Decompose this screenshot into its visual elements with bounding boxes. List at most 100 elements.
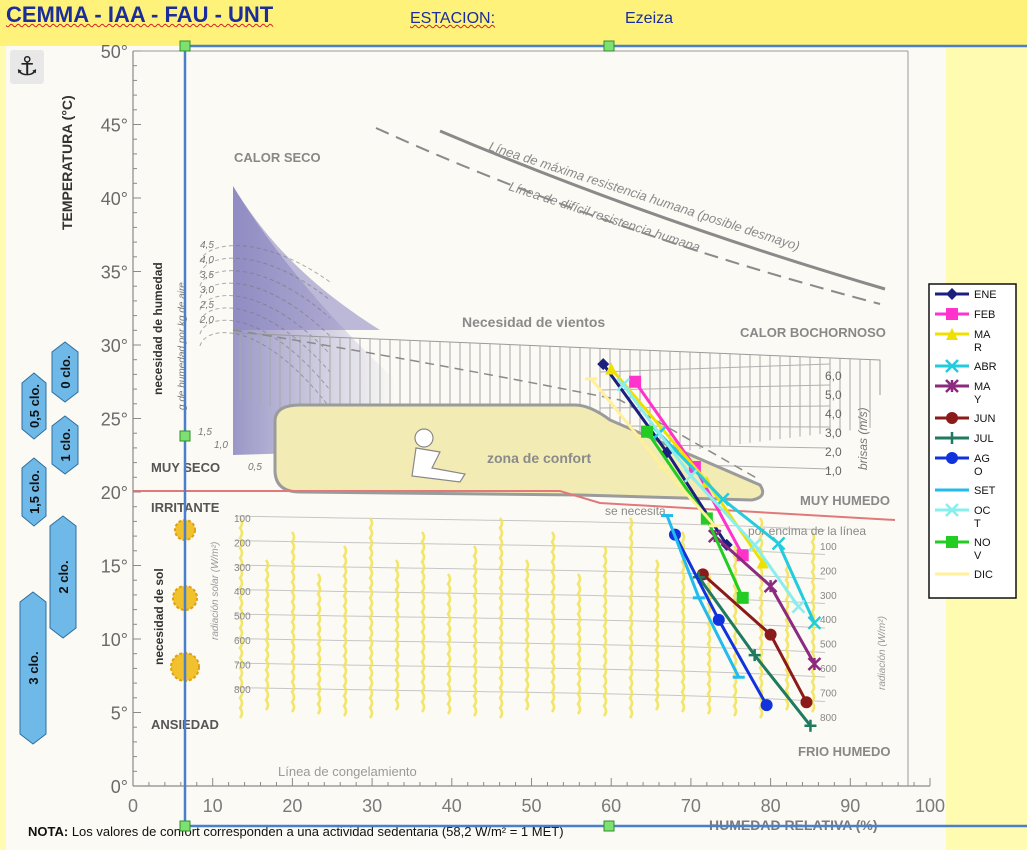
series-set — [660, 514, 745, 679]
legend-label-jun: JUN — [974, 413, 995, 425]
humidity-scale-label: 1,5 — [198, 427, 212, 438]
station-label: ESTACION: — [410, 10, 496, 27]
clo-bar-label: 1 clo. — [58, 428, 73, 461]
series-point — [945, 503, 959, 517]
series-dic — [585, 377, 721, 528]
anchor-icon[interactable]: ⚓ — [10, 50, 44, 84]
series-point — [629, 375, 642, 388]
x-tick-label: 80 — [761, 796, 781, 816]
series-point — [760, 699, 773, 712]
y-axis-label: TEMPERATURA (°C) — [59, 95, 75, 230]
humidity-scale-label: 0,5 — [248, 462, 262, 473]
clo-bar-label: 1,5 clo. — [27, 470, 42, 514]
radiacion-right-label: radiación (W/m²) — [877, 616, 888, 690]
humidity-curve — [199, 270, 331, 319]
series-point — [756, 556, 769, 569]
max-resistance-line — [439, 129, 886, 291]
series-point — [946, 308, 958, 320]
radiation-curve — [234, 638, 826, 653]
resize-handle[interactable] — [179, 40, 191, 52]
radiation-scale-right: 600 — [820, 664, 837, 675]
humidity-curve — [199, 319, 331, 391]
series-point — [946, 288, 958, 300]
y-tick-label: 15° — [101, 557, 128, 577]
comfort-zone — [273, 403, 765, 502]
series-point — [712, 613, 725, 626]
x-tick-label: 40 — [442, 796, 462, 816]
resize-handle[interactable] — [603, 820, 615, 832]
series-point — [800, 696, 813, 709]
resize-handle[interactable] — [179, 820, 191, 832]
series-jul — [692, 571, 817, 732]
series-point — [641, 425, 654, 438]
sun-wave — [706, 573, 712, 715]
clo-bar-label: 0 clo. — [58, 355, 73, 388]
x-tick-label: 30 — [362, 796, 382, 816]
legend-label-may: MA — [974, 381, 991, 393]
comfort-dashed-line — [232, 329, 761, 481]
legend-label-ene: ENE — [974, 289, 997, 301]
radiation-scale-left: 500 — [234, 612, 251, 623]
legend-label-oct: OC — [974, 505, 991, 517]
y-tick-label: 25° — [101, 410, 128, 430]
series-point — [804, 719, 817, 732]
series-point — [747, 538, 762, 552]
footer-note-bold: NOTA: — [28, 824, 72, 839]
humidity-curve — [199, 257, 331, 301]
legend-label-ago: O — [974, 466, 983, 478]
series-point — [771, 536, 786, 551]
irritant-line — [133, 490, 896, 521]
header-bar: CEMMA - IAA - FAU - UNT ESTACION: Ezeiza — [0, 0, 1027, 46]
y-tick-label: 35° — [101, 263, 128, 283]
breeze-scale-label: 5,0 — [825, 388, 842, 402]
humidity-curve — [199, 282, 331, 337]
clo-bar — [21, 372, 47, 440]
clo-bar-label: 2 clo. — [56, 560, 71, 593]
breeze-line — [599, 363, 831, 373]
muy-humedo-label: MUY HUMEDO — [800, 493, 890, 508]
frio-humedo-label: FRIO HUMEDO — [798, 744, 890, 759]
legend-label-nov: NO — [974, 537, 991, 549]
sun-wave — [784, 559, 790, 711]
legend-label-may: Y — [974, 394, 982, 406]
breeze-line — [599, 405, 831, 409]
radiation-scale-left: 800 — [234, 685, 251, 696]
brisas-label: brisas (m/s) — [856, 407, 870, 470]
radiation-scale-right: 400 — [820, 615, 837, 626]
y-tick-label: 0° — [111, 777, 128, 797]
humidity-scale-label: 4,5 — [200, 240, 214, 251]
breeze-scale-label: 1,0 — [825, 464, 842, 478]
y-tick-label: 40° — [101, 189, 128, 209]
breeze-scale-label: 3,0 — [825, 426, 842, 440]
sun-wave — [446, 573, 452, 715]
breeze-scale-label: 6,0 — [825, 369, 842, 383]
breeze-line — [599, 425, 831, 428]
series-point — [616, 377, 631, 392]
sun-wave — [394, 559, 400, 711]
radiation-scale-right: 800 — [820, 713, 837, 724]
necesidad-sol-label: necesidad de sol — [152, 568, 166, 665]
reader-head — [414, 428, 434, 448]
sun-wave — [498, 517, 504, 719]
resize-handle[interactable] — [603, 40, 615, 52]
legend-label-dic: DIC — [974, 569, 993, 581]
radiation-curve — [234, 515, 826, 531]
difficult-resistance-line — [375, 127, 881, 305]
sun-wave — [576, 573, 582, 715]
sun-wave — [264, 559, 270, 711]
legend-label-set: SET — [974, 485, 996, 497]
clo-bar — [51, 415, 79, 475]
x-tick-label: 100 — [915, 796, 945, 816]
y-tick-label: 50° — [101, 42, 128, 62]
station-value: Ezeiza — [625, 10, 674, 27]
resize-handle[interactable] — [179, 430, 191, 442]
radiacion-solar-label: radiación solar (W/m²) — [210, 542, 221, 640]
necesidad-vientos-label: Necesidad de vientos — [462, 314, 605, 330]
series-point — [946, 328, 958, 340]
reader-body — [411, 447, 466, 483]
sun-wave — [368, 517, 374, 719]
series-point — [748, 649, 761, 662]
clo-bar-label: 3 clo. — [26, 651, 41, 684]
footer-note-text: Los valores de confort corresponden a un… — [72, 824, 564, 839]
